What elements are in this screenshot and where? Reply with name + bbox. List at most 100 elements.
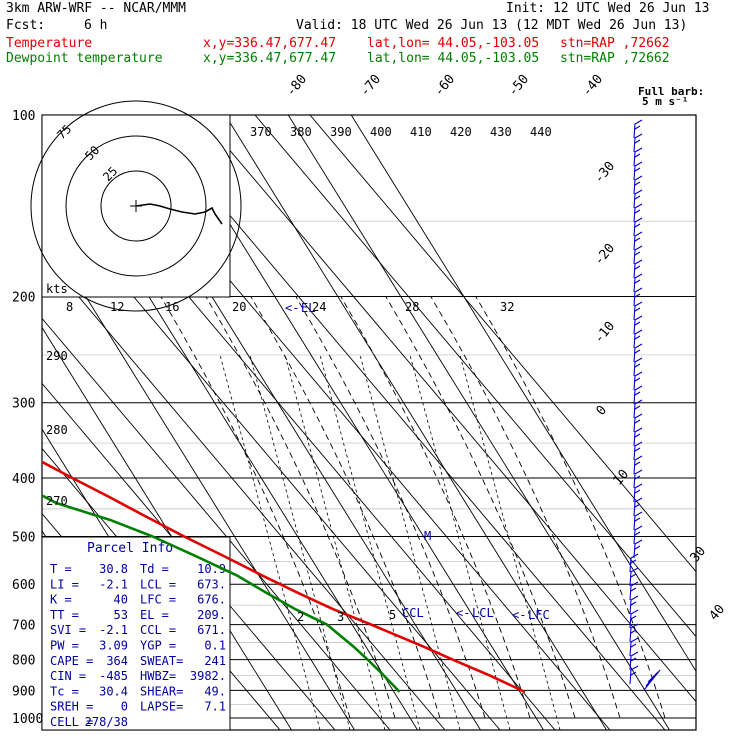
wind-barb (633, 301, 643, 321)
moist-adiabat-line (385, 296, 576, 719)
temperature-xy: x,y=336.47,677.47 (203, 36, 337, 51)
moist-adiabat-line (250, 296, 441, 719)
parcel-info-title: Parcel Info (87, 541, 173, 556)
level-marker-ccl: CCL (402, 606, 424, 620)
pressure-label: 700 (12, 619, 35, 634)
parcel-value: 676. (197, 593, 226, 607)
dry-adiabat-line (144, 115, 666, 730)
hodograph-trace (135, 203, 223, 225)
isotherm-label: -40 (580, 72, 607, 100)
wind-barb (633, 399, 643, 419)
init-time: Init: 12 UTC Wed 26 Jun 13 (506, 1, 710, 16)
hodograph-ring (30, 100, 242, 312)
level-marker-arrow: <- (512, 608, 526, 622)
wind-barb (633, 455, 643, 475)
wind-barb (633, 161, 643, 181)
wind-barb (633, 511, 643, 531)
parcel-label: LI = (50, 577, 79, 591)
parcel-value: -2.1 (99, 623, 128, 637)
level-marker-m: M (424, 529, 431, 543)
wind-barb (633, 147, 643, 167)
wind-barb (633, 371, 643, 391)
plot-frame (41, 114, 697, 731)
dewpoint-legend: Dewpoint temperature (6, 51, 163, 66)
wind-barb (633, 469, 643, 489)
wind-barb (633, 427, 643, 447)
parcel-label: SREH = (50, 700, 93, 714)
moist-adiabat-line (205, 296, 396, 719)
mixing-ratio-line (249, 354, 351, 730)
wind-barb (633, 217, 643, 237)
parcel-value: 53 (114, 608, 128, 622)
wind-barb (633, 245, 643, 265)
mixing-ratio-label: 24 (312, 300, 326, 314)
wind-barb (643, 669, 661, 691)
parcel-label: LAPSE= (140, 700, 183, 714)
parcel-label: YGP = (140, 639, 176, 653)
parcel-value: 40 (114, 593, 128, 607)
mixing-ratio-label: 8 (66, 300, 73, 314)
isotherm-line (287, 115, 670, 730)
dry-adiabat-line (42, 252, 446, 730)
parcel-label: K = (50, 593, 72, 607)
theta-left-label: 280 (46, 423, 68, 437)
parcel-value: 30.8 (99, 562, 128, 576)
level-marker-label: LCL (472, 606, 494, 620)
theta-label: 370 (250, 125, 272, 139)
isotherm-label: -80 (284, 72, 311, 100)
theta-label: 390 (330, 125, 352, 139)
wind-barb (633, 329, 643, 349)
level-marker-lfc: <- LFC (512, 608, 550, 622)
isotherm-label: -70 (358, 72, 385, 100)
isotherm-label: 30 (688, 544, 710, 566)
temperature-station: stn=RAP ,72662 (560, 36, 670, 51)
wind-barb (633, 189, 643, 209)
isotherm-label: -60 (432, 72, 459, 100)
parcel-value: 241 (204, 654, 226, 668)
level-marker-label: LFC (528, 608, 550, 622)
dewpoint-trace (42, 494, 401, 693)
isotherm-label: 0 (594, 403, 611, 419)
parcel-label: CAPE = (50, 654, 93, 668)
level-marker-arrow: <- (456, 606, 470, 620)
wind-barb (633, 203, 643, 223)
parcel-label: SWEAT= (140, 654, 183, 668)
parcel-label: SVI = (50, 623, 86, 637)
theta-label: 430 (490, 125, 512, 139)
mixing-ratio-label: 20 (232, 300, 246, 314)
mixing-ratio-label: 12 (110, 300, 124, 314)
moist-adiabat-line (160, 296, 351, 719)
wind-barb (629, 595, 639, 615)
wind-barb (633, 259, 643, 279)
mixing-ratio-line (459, 354, 561, 730)
pressure-label: 1000 (12, 712, 43, 727)
parcel-value: 0.1 (204, 639, 226, 653)
parcel-label: CCL = (140, 623, 176, 637)
dry-adiabat-line (42, 317, 391, 730)
dry-adiabat-line (309, 115, 696, 573)
dry-adiabat-line (0, 115, 5, 730)
wind-barb (633, 315, 643, 335)
level-marker-arrow: <- (285, 301, 299, 315)
parcel-label: SHEAR= (140, 684, 183, 698)
parcel-value: -485 (99, 669, 128, 683)
level-marker-label: EL (301, 301, 315, 315)
wind-barb (633, 119, 643, 139)
parcel-value: 3.09 (99, 639, 128, 653)
wind-barb (633, 287, 643, 307)
wind-barb (633, 441, 643, 461)
mixing-ratio-label: 28 (405, 300, 419, 314)
level-marker-el: <- EL (285, 301, 315, 315)
dry-adiabat-line (254, 115, 696, 638)
mixing-ratio-small-label: 5 (389, 608, 396, 622)
parcel-value: 10.9 (197, 562, 226, 576)
forecast-label: Fcst: (6, 18, 46, 33)
isotherm-line (0, 115, 40, 730)
valid-time: Valid: 18 UTC Wed 26 Jun 13 (12 MDT Wed … (296, 18, 688, 33)
forecast-hours: 6 h (84, 18, 108, 33)
moist-adiabat-line (295, 296, 486, 719)
wind-barb (629, 609, 639, 629)
parcel-value: 671. (197, 623, 226, 637)
mixing-ratio-line (409, 354, 511, 730)
